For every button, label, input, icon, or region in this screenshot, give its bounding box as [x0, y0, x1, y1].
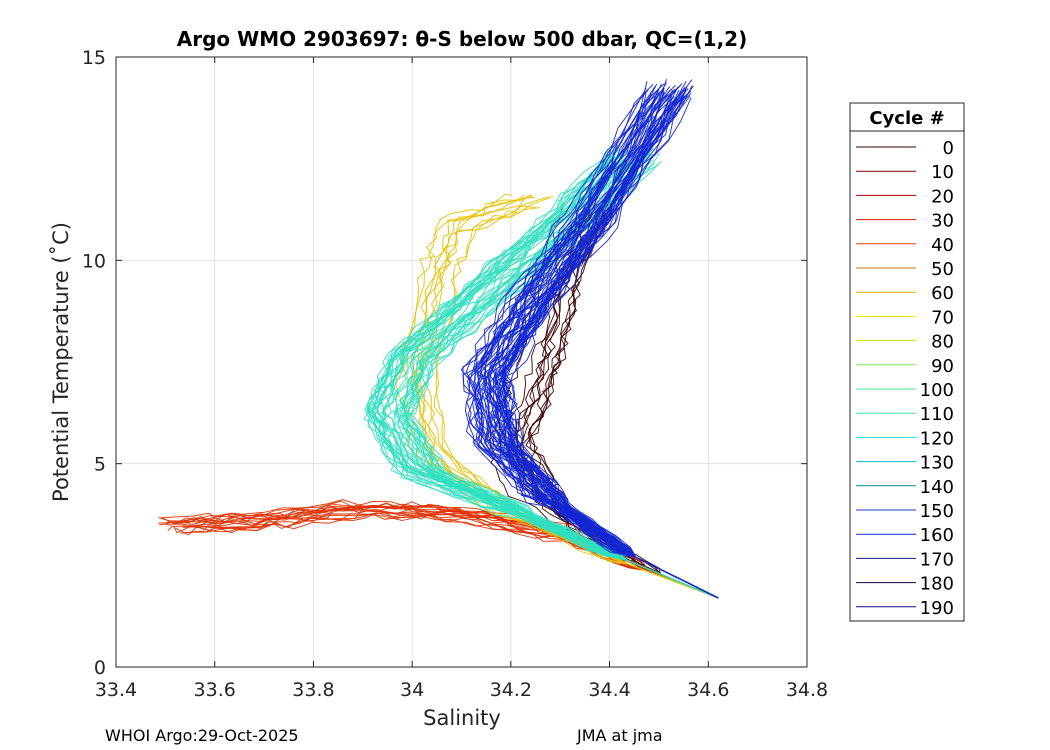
profile-line — [477, 83, 719, 599]
legend-label: 50 — [931, 259, 954, 280]
footer-right: JMA at jma — [577, 726, 663, 745]
y-axis-label: Potential Temperature (˚C) — [49, 222, 73, 502]
legend-label: 60 — [931, 283, 954, 304]
legend-label: 110 — [920, 404, 954, 425]
legend-label: 70 — [931, 307, 954, 328]
profile-line — [462, 89, 719, 599]
legend-label: 100 — [920, 380, 954, 401]
legend-label: 40 — [931, 235, 954, 256]
profile-line — [527, 202, 719, 599]
profile-traces — [158, 79, 719, 599]
profile-line — [366, 154, 719, 599]
x-tick-label: 34.2 — [490, 679, 532, 701]
profile-line — [167, 511, 719, 599]
legend-label: 10 — [931, 162, 954, 183]
legend-label: 130 — [920, 453, 954, 474]
y-tick-label: 10 — [82, 250, 106, 272]
x-axis-label: Salinity — [423, 706, 501, 730]
profile-line — [475, 91, 719, 599]
legend-label: 150 — [920, 501, 954, 522]
legend-label: 30 — [931, 211, 954, 232]
legend: Cycle # 0 10 20 30 40 50 60 70 80 90 100 110 120 130 14… — [849, 102, 965, 622]
y-tick-label: 15 — [82, 47, 106, 69]
legend-label: 90 — [931, 356, 954, 377]
profile-line — [480, 82, 719, 599]
profile-line — [503, 85, 719, 599]
legend-label: 20 — [931, 186, 954, 207]
profile-line — [197, 500, 719, 599]
y-axis: 0 5 10 15 — [82, 47, 807, 679]
legend-label: 190 — [920, 598, 954, 619]
x-tick-label: 33.6 — [194, 679, 236, 701]
profile-line — [377, 149, 719, 599]
legend-label: 180 — [920, 574, 954, 595]
legend-label: 140 — [920, 477, 954, 498]
profile-line — [393, 159, 719, 599]
profile-line — [460, 81, 719, 599]
profile-line — [489, 96, 719, 599]
y-tick-label: 0 — [94, 657, 106, 679]
legend-label: 0 — [943, 138, 954, 159]
footer-left: WHOI Argo:29-Oct-2025 — [105, 726, 299, 745]
x-tick-label: 34 — [400, 679, 424, 701]
x-tick-label: 33.8 — [292, 679, 334, 701]
profile-line — [380, 163, 719, 599]
profile-line — [414, 205, 719, 599]
legend-label: 80 — [931, 332, 954, 353]
legend-label: 160 — [920, 525, 954, 546]
x-axis: 33.4 33.6 33.8 34 34.2 34.4 34.6 34.8 — [95, 57, 828, 701]
legend-label: 170 — [920, 549, 954, 570]
profile-line — [462, 87, 719, 599]
y-tick-label: 5 — [94, 454, 106, 476]
legend-label: 120 — [920, 428, 954, 449]
x-tick-label: 34.4 — [588, 679, 630, 701]
profile-line — [160, 499, 719, 599]
x-tick-label: 33.4 — [95, 679, 137, 701]
x-tick-label: 34.6 — [687, 679, 729, 701]
x-tick-label: 34.8 — [786, 679, 828, 701]
chart-title: Argo WMO 2903697: θ-S below 500 dbar, QC… — [177, 27, 747, 51]
plot-frame — [115, 56, 808, 668]
profile-line — [500, 88, 719, 599]
profile-line — [497, 87, 719, 599]
legend-title: Cycle # — [869, 108, 944, 129]
